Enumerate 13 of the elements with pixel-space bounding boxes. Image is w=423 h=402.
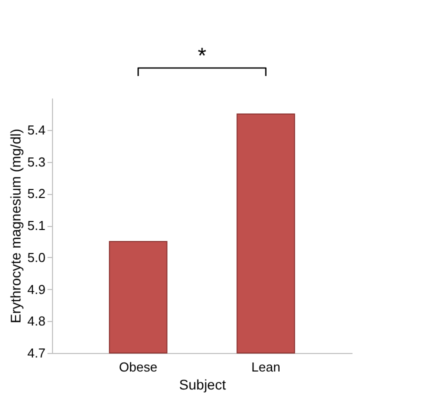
y-tick-label: 4.8	[27, 314, 46, 329]
y-tick-label: 5.1	[27, 218, 46, 233]
y-tick-label: 5.2	[27, 186, 46, 202]
text: *	[198, 43, 207, 68]
y-tick-label: 4.7	[27, 346, 46, 360]
y-tick-label: 5.3	[27, 154, 46, 170]
x-axis-title: Subject	[179, 376, 226, 392]
x-tick-label: Obese	[119, 360, 158, 374]
x-tick-label: Lean	[251, 360, 280, 374]
y-tick-label: 5.4	[27, 122, 46, 138]
y-axis-title: Erythrocyte magnesium (mg/dl)	[7, 128, 24, 324]
y-tick-label: 5.0	[27, 250, 46, 265]
y-tick-label: 4.9	[27, 282, 46, 297]
